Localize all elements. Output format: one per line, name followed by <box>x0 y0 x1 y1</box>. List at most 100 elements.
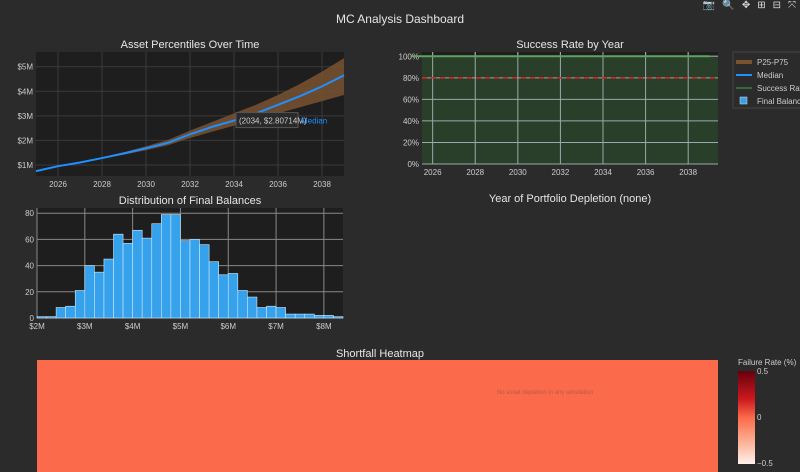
histogram-bar <box>285 313 296 319</box>
histogram-bar <box>180 240 191 319</box>
legend-label-1: Median <box>757 71 783 80</box>
page-title: MC Analysis Dashboard <box>335 12 465 26</box>
histogram-bar <box>122 243 133 319</box>
y-tick-label: 100% <box>399 52 419 61</box>
histogram-bar <box>74 290 86 319</box>
legend-box <box>732 51 800 109</box>
legend-label-2: Success Rate <box>757 84 800 93</box>
y-tick-label: 40 <box>25 262 34 271</box>
y-tick-label: $4M <box>17 87 33 96</box>
histogram-bar <box>36 316 47 319</box>
x-tick-label: 2038 <box>679 168 697 177</box>
depletion-title: Year of Portfolio Depletion (none) <box>488 193 652 205</box>
legend-label-0: P25-P75 <box>757 58 789 67</box>
tooltip-series: Median <box>301 117 327 126</box>
chart-title: Shortfall Heatmap <box>336 348 424 360</box>
x-tick-label: $6M <box>220 322 236 331</box>
colorbar-tick: −0.5 <box>757 459 773 468</box>
y-tick-label: $1M <box>17 161 33 170</box>
y-tick-label: 80% <box>403 74 419 83</box>
histogram-bar <box>227 273 239 319</box>
histogram-bar <box>275 307 286 319</box>
y-tick-label: 80 <box>25 209 34 218</box>
histogram-bar <box>94 271 105 319</box>
colorbar-tick: 0.5 <box>757 367 769 376</box>
histogram-bar <box>237 290 248 319</box>
x-tick-label: $7M <box>268 322 284 331</box>
histogram-bar <box>113 233 124 319</box>
x-tick-label: 2026 <box>424 168 442 177</box>
histogram-bar <box>314 315 325 319</box>
x-tick-label: $4M <box>125 322 141 331</box>
x-tick-label: 2032 <box>181 180 199 189</box>
histogram-bar <box>189 239 200 319</box>
pan-icon[interactable]: ✥ <box>741 0 751 11</box>
x-tick-label: 2034 <box>225 180 243 189</box>
zoom-icon[interactable]: 🔍 <box>722 0 735 11</box>
y-tick-label: 60% <box>403 95 419 104</box>
zoom-out-icon[interactable]: ⊟ <box>772 0 781 11</box>
x-tick-label: $2M <box>29 322 45 331</box>
heatmap-cell <box>37 360 718 472</box>
x-tick-label: 2034 <box>594 168 612 177</box>
x-tick-label: $5M <box>173 322 189 331</box>
colorbar <box>738 371 755 464</box>
histogram-bar <box>46 316 57 319</box>
x-tick-label: 2036 <box>637 168 655 177</box>
histogram-bar <box>294 313 306 319</box>
chart-title: Success Rate by Year <box>516 39 624 51</box>
median-line <box>35 74 345 173</box>
histogram-bar <box>256 307 267 319</box>
histogram-bar <box>333 316 344 319</box>
tooltip-box <box>235 112 299 129</box>
x-tick-label: 2028 <box>93 180 111 189</box>
colorbar-tick: 0 <box>757 413 762 422</box>
histogram-bar <box>304 313 315 319</box>
y-tick-label: 20 <box>25 288 34 297</box>
y-tick-label: 0 <box>30 314 35 323</box>
histogram-bar <box>141 237 153 319</box>
histogram-bar <box>266 305 277 319</box>
camera-icon[interactable]: 📷 <box>702 0 716 11</box>
y-tick-label: $5M <box>17 63 33 72</box>
heatmap-annotation: No asset depletion in any simulation <box>497 390 593 396</box>
histogram-bar <box>65 305 76 319</box>
x-tick-label: 2032 <box>552 168 570 177</box>
chart-title: Asset Percentiles Over Time <box>121 39 260 51</box>
x-tick-label: $8M <box>316 322 332 331</box>
histogram-bar <box>151 223 162 319</box>
histogram-bar <box>247 296 258 319</box>
legend-swatch <box>739 96 748 105</box>
legend-label-3: Final Balance <box>757 97 800 106</box>
zoom-in-icon[interactable]: ⊞ <box>757 0 766 11</box>
histogram-bar <box>161 214 172 319</box>
x-tick-label: 2028 <box>466 168 484 177</box>
tooltip-text: (2034, $2.80714M) <box>239 117 307 126</box>
histogram-bar <box>55 307 66 319</box>
x-tick-label: 2036 <box>269 180 287 189</box>
x-tick-label: 2030 <box>137 180 155 189</box>
modebar: 📷 🔍 ✥ ⊞ ⊟ ⤧ <box>703 0 796 11</box>
y-tick-label: 60 <box>25 235 34 244</box>
histogram-bar <box>103 258 114 319</box>
x-tick-label: $3M <box>77 322 93 331</box>
x-tick-label: 2026 <box>49 180 67 189</box>
chart-title: Distribution of Final Balances <box>119 195 262 207</box>
autoscale-icon[interactable]: ⤧ <box>788 0 796 11</box>
histogram-bar <box>170 214 181 319</box>
y-tick-label: 0% <box>407 160 419 169</box>
colorbar-title: Failure Rate (%) <box>738 358 797 367</box>
x-tick-label: 2030 <box>509 168 527 177</box>
histogram-bar <box>218 274 229 319</box>
y-tick-label: $3M <box>17 112 33 121</box>
histogram-bar <box>208 261 219 319</box>
y-tick-label: 20% <box>403 138 419 147</box>
x-tick-label: 2038 <box>313 180 331 189</box>
histogram-bar <box>132 229 143 319</box>
histogram-bar <box>84 265 95 319</box>
success-area <box>422 56 718 164</box>
histogram-bar <box>199 244 210 319</box>
y-tick-label: $2M <box>17 136 33 145</box>
y-tick-label: 40% <box>403 117 419 126</box>
